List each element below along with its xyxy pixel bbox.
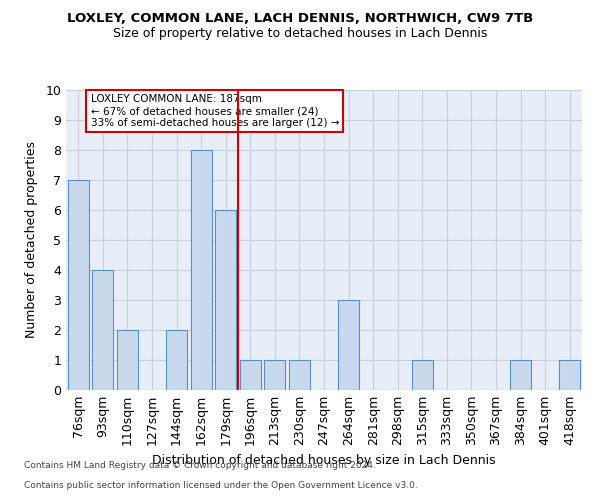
Bar (559, 360, 580, 390)
Bar (191, 150, 212, 390)
Text: Contains HM Land Registry data © Crown copyright and database right 2024.: Contains HM Land Registry data © Crown c… (24, 461, 376, 470)
Bar (92, 270, 113, 390)
Bar (240, 360, 261, 390)
Text: LOXLEY COMMON LANE: 187sqm
← 67% of detached houses are smaller (24)
33% of semi: LOXLEY COMMON LANE: 187sqm ← 67% of deta… (91, 94, 339, 128)
X-axis label: Distribution of detached houses by size in Lach Dennis: Distribution of detached houses by size … (152, 454, 496, 466)
Text: Contains public sector information licensed under the Open Government Licence v3: Contains public sector information licen… (24, 481, 418, 490)
Y-axis label: Number of detached properties: Number of detached properties (25, 142, 38, 338)
Bar (215, 210, 236, 390)
Bar (166, 330, 187, 390)
Bar (265, 360, 286, 390)
Bar (289, 360, 310, 390)
Bar (117, 330, 138, 390)
Text: LOXLEY, COMMON LANE, LACH DENNIS, NORTHWICH, CW9 7TB: LOXLEY, COMMON LANE, LACH DENNIS, NORTHW… (67, 12, 533, 26)
Bar (510, 360, 531, 390)
Text: Size of property relative to detached houses in Lach Dennis: Size of property relative to detached ho… (113, 28, 487, 40)
Bar (68, 180, 89, 390)
Bar (338, 300, 359, 390)
Bar (412, 360, 433, 390)
